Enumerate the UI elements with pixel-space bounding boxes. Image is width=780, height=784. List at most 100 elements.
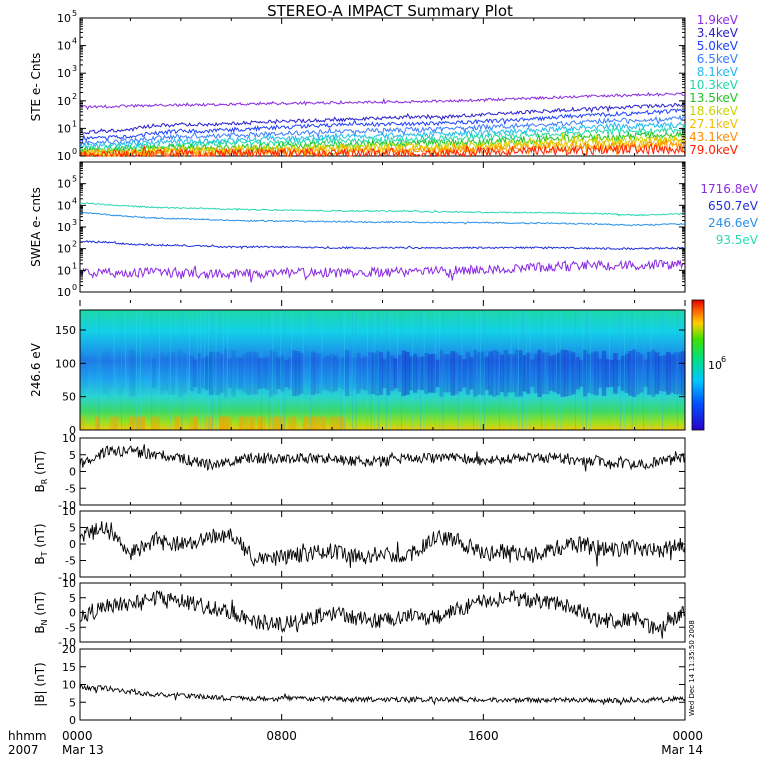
y-tick-label: 10 bbox=[62, 679, 76, 692]
time-tick-label: 1600 bbox=[468, 729, 499, 743]
pad-column bbox=[378, 351, 384, 395]
pad-column bbox=[405, 351, 410, 395]
pad-column bbox=[458, 355, 463, 392]
pad-column bbox=[303, 350, 308, 396]
swea-series-line bbox=[79, 211, 686, 227]
pad-column bbox=[598, 358, 603, 388]
pad-column bbox=[526, 352, 531, 394]
panel-frame bbox=[79, 582, 686, 643]
pad-column bbox=[318, 352, 323, 394]
time-tick-label: 0000 bbox=[672, 729, 703, 743]
pad-column bbox=[495, 351, 501, 396]
pad-column bbox=[431, 353, 437, 393]
pad-column bbox=[170, 352, 176, 395]
pad-low-angle-band bbox=[250, 416, 255, 430]
pad-low-angle-band bbox=[208, 416, 213, 430]
pad-column bbox=[106, 350, 111, 396]
pad-column bbox=[666, 351, 671, 395]
pad-column bbox=[246, 351, 251, 396]
pad-column bbox=[265, 357, 270, 390]
pad-low-angle-band bbox=[95, 416, 100, 430]
y-tick-label: 10 bbox=[57, 221, 71, 234]
pad-column bbox=[579, 360, 584, 387]
pad-column bbox=[552, 354, 558, 393]
swea-legend-entry: 93.5eV bbox=[716, 233, 759, 247]
pad-low-angle-band bbox=[129, 416, 134, 430]
y-tick-label: 20 bbox=[62, 643, 76, 656]
pad-column bbox=[235, 358, 240, 389]
pad-low-angle-band bbox=[322, 416, 327, 430]
y-tick-label: 10 bbox=[57, 12, 71, 25]
pad-low-angle-band bbox=[151, 416, 157, 430]
ste-series-line bbox=[79, 114, 686, 146]
bmag-y-axis-label: |B| (nT) bbox=[33, 662, 47, 706]
pad-panel: 0 50 100 150 246.6 eV 10 6 bbox=[29, 299, 726, 437]
pad-column bbox=[624, 353, 629, 393]
ste-legend-entry: 3.4keV bbox=[697, 26, 739, 40]
pad-low-angle-band bbox=[174, 416, 179, 430]
bmag-trace-line bbox=[79, 684, 686, 706]
pad-column bbox=[132, 350, 138, 397]
pad-column bbox=[151, 358, 157, 388]
pad-column bbox=[450, 351, 455, 396]
y-tick-label: 10 bbox=[57, 243, 71, 256]
pad-low-angle-band bbox=[318, 416, 323, 430]
bn-trace-line bbox=[79, 589, 686, 639]
pad-low-angle-band bbox=[189, 416, 195, 430]
pad-column bbox=[197, 353, 202, 394]
y-tick-exponent: 2 bbox=[72, 240, 77, 249]
pad-column bbox=[261, 358, 266, 389]
pad-column bbox=[367, 352, 372, 395]
ste-legend-entry: 18.6keV bbox=[689, 104, 739, 118]
pad-low-angle-band bbox=[132, 416, 138, 430]
pad-low-angle-band bbox=[227, 416, 232, 430]
pad-column bbox=[227, 358, 232, 388]
pad-column bbox=[288, 357, 293, 390]
pad-column bbox=[348, 350, 353, 396]
pad-column bbox=[537, 349, 542, 397]
pad-column bbox=[677, 352, 682, 395]
y-tick-label: 10 bbox=[57, 150, 71, 163]
pad-column bbox=[658, 355, 663, 391]
y-tick-label: 5 bbox=[69, 592, 76, 605]
y-tick-label: -5 bbox=[65, 621, 76, 634]
pad-column bbox=[632, 349, 637, 398]
pad-column bbox=[643, 359, 648, 387]
pad-column bbox=[242, 354, 247, 393]
pad-low-angle-band bbox=[272, 416, 278, 430]
pad-column bbox=[121, 357, 126, 390]
pad-column bbox=[163, 355, 168, 391]
pad-column bbox=[386, 351, 391, 396]
pad-column bbox=[306, 351, 312, 395]
pad-column bbox=[469, 357, 474, 390]
pad-column bbox=[424, 353, 429, 394]
pad-low-angle-band bbox=[314, 416, 319, 430]
pad-low-angle-band bbox=[155, 416, 160, 430]
pad-column bbox=[314, 353, 319, 394]
ste-legend-entry: 27.1keV bbox=[689, 117, 739, 131]
pad-column bbox=[473, 350, 478, 397]
y-tick-exponent: 3 bbox=[72, 218, 77, 227]
pad-column bbox=[257, 358, 263, 389]
pad-column bbox=[178, 349, 183, 397]
y-tick-exponent: 0 bbox=[72, 147, 77, 156]
pad-column bbox=[443, 354, 448, 393]
pad-column bbox=[635, 352, 641, 395]
ste-series-line bbox=[79, 91, 686, 111]
pad-column bbox=[639, 354, 644, 393]
y-tick-label: 10 bbox=[57, 40, 71, 53]
pad-column bbox=[167, 351, 172, 395]
y-tick-label: -5 bbox=[65, 482, 76, 495]
pad-column bbox=[329, 354, 334, 393]
pad-low-angle-band bbox=[261, 416, 266, 430]
pad-column bbox=[582, 350, 588, 397]
bmag-panel: 0 5 10 15 20 |B| (nT) bbox=[33, 643, 686, 727]
swea-legend-entry: 246.6eV bbox=[708, 216, 759, 230]
bn-y-axis-label-unit: (nT) bbox=[33, 591, 47, 619]
pad-column bbox=[356, 353, 361, 394]
pad-column bbox=[628, 351, 633, 396]
ste-legend-entry: 1.9keV bbox=[697, 13, 739, 27]
bt-trace-line bbox=[79, 521, 686, 568]
pad-column bbox=[182, 353, 187, 394]
